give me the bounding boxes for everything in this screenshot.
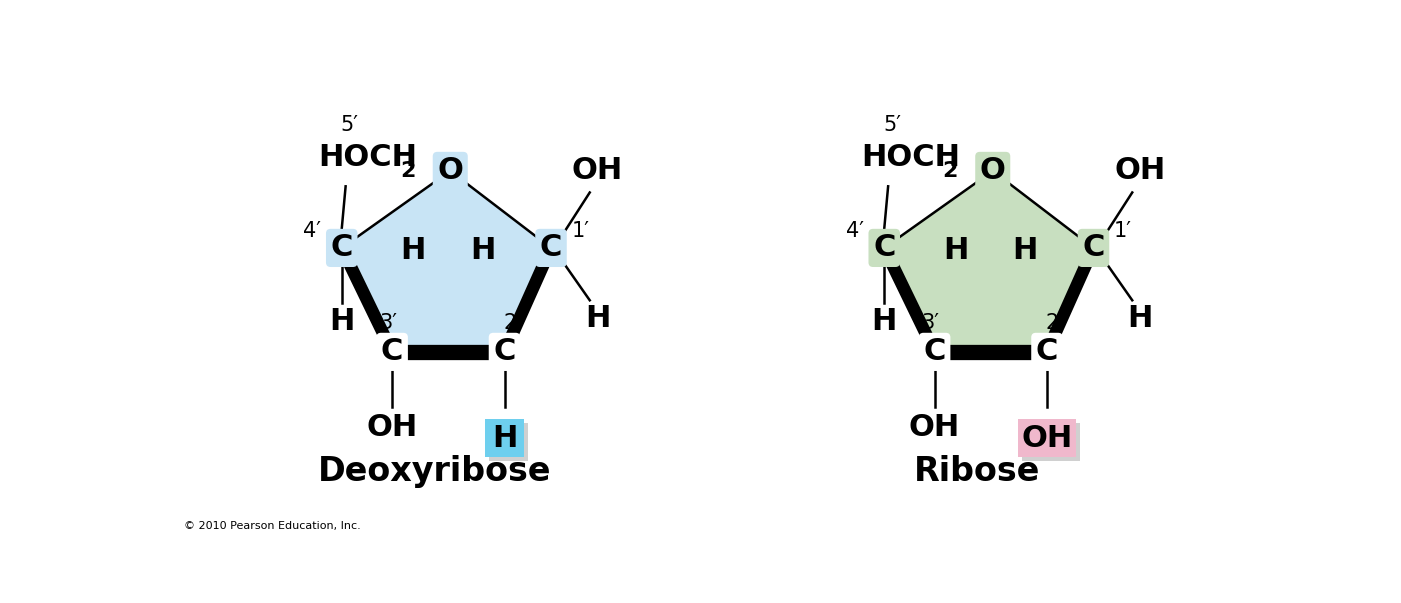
Text: 4′: 4′ — [303, 221, 321, 241]
Text: 2: 2 — [399, 161, 415, 181]
Text: C: C — [1035, 337, 1058, 367]
Circle shape — [1033, 338, 1061, 366]
Text: 1′: 1′ — [1114, 221, 1132, 241]
Text: HOCH: HOCH — [318, 142, 417, 172]
Text: 4′: 4′ — [846, 221, 864, 241]
Text: C: C — [1083, 233, 1104, 262]
Text: O: O — [979, 156, 1006, 185]
Text: 2: 2 — [943, 161, 958, 181]
Polygon shape — [342, 171, 551, 352]
Text: H: H — [401, 236, 426, 265]
Text: H: H — [492, 424, 517, 453]
Circle shape — [490, 338, 518, 366]
Text: 5′: 5′ — [340, 115, 359, 134]
Circle shape — [378, 338, 406, 366]
FancyBboxPatch shape — [1021, 423, 1080, 461]
Text: H: H — [1013, 236, 1038, 265]
Text: © 2010 Pearson Education, Inc.: © 2010 Pearson Education, Inc. — [185, 520, 361, 531]
Text: H: H — [871, 306, 897, 336]
Text: 2′: 2′ — [1045, 312, 1063, 333]
Text: OH: OH — [909, 413, 960, 442]
Text: 3′: 3′ — [922, 312, 940, 333]
Text: OH: OH — [1114, 156, 1166, 185]
Text: H: H — [1128, 305, 1153, 333]
Text: C: C — [331, 233, 353, 262]
Text: Ribose: Ribose — [913, 455, 1041, 488]
Text: 1′: 1′ — [572, 221, 590, 241]
FancyBboxPatch shape — [485, 419, 524, 457]
Text: H: H — [943, 236, 968, 265]
Text: 2′: 2′ — [503, 312, 521, 333]
Text: C: C — [923, 337, 946, 367]
Text: H: H — [471, 236, 496, 265]
Text: C: C — [493, 337, 516, 367]
Text: O: O — [437, 156, 464, 185]
Text: OH: OH — [572, 156, 623, 185]
Text: Deoxyribose: Deoxyribose — [318, 455, 552, 488]
Polygon shape — [884, 171, 1094, 352]
FancyBboxPatch shape — [1019, 419, 1076, 457]
Text: C: C — [539, 233, 562, 262]
Text: 3′: 3′ — [380, 312, 398, 333]
Text: OH: OH — [1021, 424, 1073, 453]
FancyBboxPatch shape — [489, 423, 528, 461]
Text: H: H — [329, 306, 354, 336]
Text: H: H — [584, 305, 611, 333]
Text: HOCH: HOCH — [862, 142, 960, 172]
Circle shape — [920, 338, 948, 366]
Text: 5′: 5′ — [883, 115, 901, 134]
Text: C: C — [381, 337, 403, 367]
Text: OH: OH — [367, 413, 417, 442]
Text: C: C — [873, 233, 895, 262]
